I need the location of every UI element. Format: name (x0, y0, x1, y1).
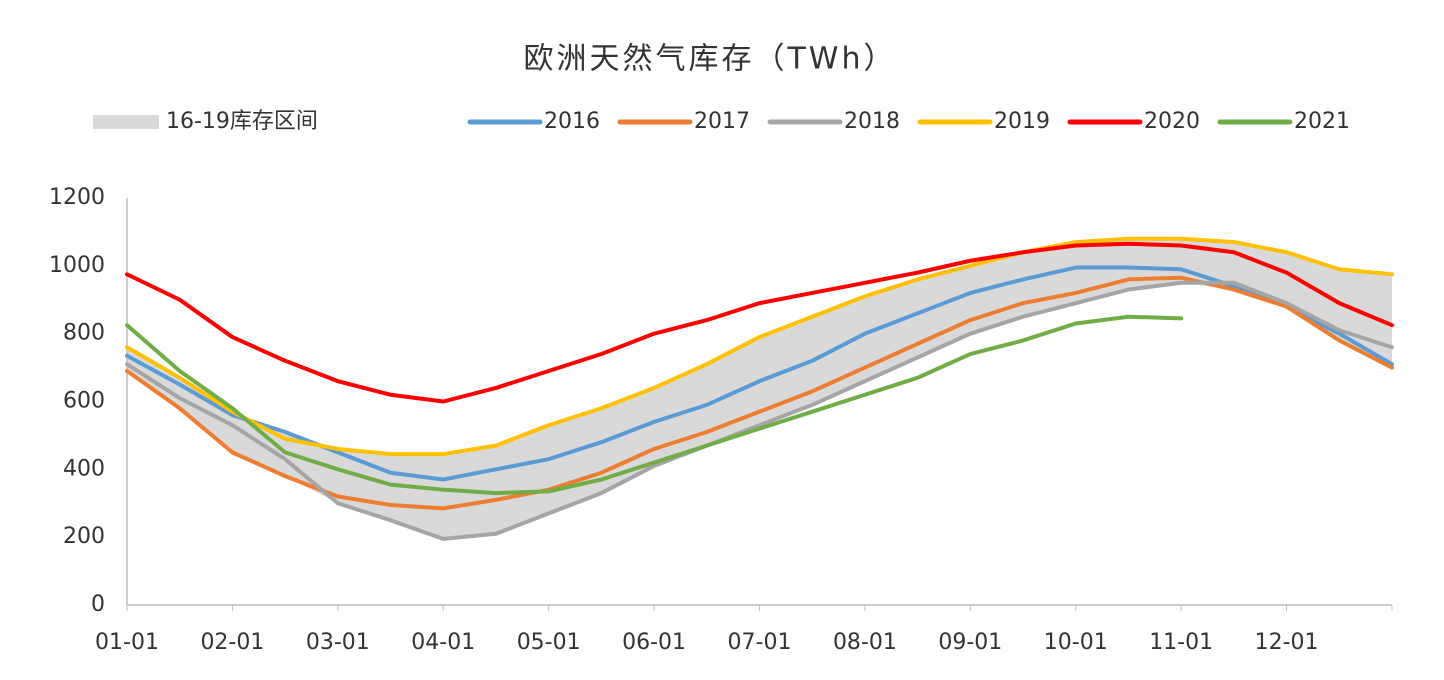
legend-label: 2018 (844, 109, 900, 134)
y-tick-label: 1200 (49, 185, 105, 210)
x-tick-label: 03-01 (306, 630, 370, 655)
x-tick-label: 09-01 (938, 630, 1002, 655)
series-line (125, 275, 1394, 511)
chart-title: 欧洲天然气库存（TWh） (523, 42, 896, 77)
series-line (125, 241, 1394, 404)
series-line (125, 280, 1394, 541)
legend-label: 2020 (1144, 109, 1200, 134)
y-tick-label: 800 (63, 321, 105, 346)
legend-label: 2019 (994, 109, 1050, 134)
legend-swatch (93, 115, 159, 129)
x-tick-label: 05-01 (517, 630, 581, 655)
x-tick-label: 11-01 (1149, 630, 1213, 655)
x-tick-label: 10-01 (1044, 630, 1108, 655)
y-tick-label: 600 (63, 389, 105, 414)
legend-label: 2017 (694, 109, 750, 134)
y-tick-label: 0 (91, 592, 105, 617)
legend-label: 2016 (544, 109, 600, 134)
range-band (127, 238, 1392, 539)
x-tick-label: 01-01 (95, 630, 159, 655)
x-tick-label: 06-01 (622, 630, 686, 655)
series-line (125, 265, 1394, 482)
x-tick-label: 07-01 (728, 630, 792, 655)
legend-label: 2021 (1294, 109, 1350, 134)
y-tick-label: 200 (63, 524, 105, 549)
y-tick-label: 1000 (49, 253, 105, 278)
y-tick-label: 400 (63, 456, 105, 481)
x-tick-label: 04-01 (411, 630, 475, 655)
legend-label: 16-19库存区间 (166, 109, 318, 134)
series-line (125, 236, 1394, 457)
x-tick-label: 12-01 (1255, 630, 1319, 655)
x-tick-label: 08-01 (833, 630, 897, 655)
x-tick-label: 02-01 (200, 630, 264, 655)
series-line (125, 314, 1184, 496)
